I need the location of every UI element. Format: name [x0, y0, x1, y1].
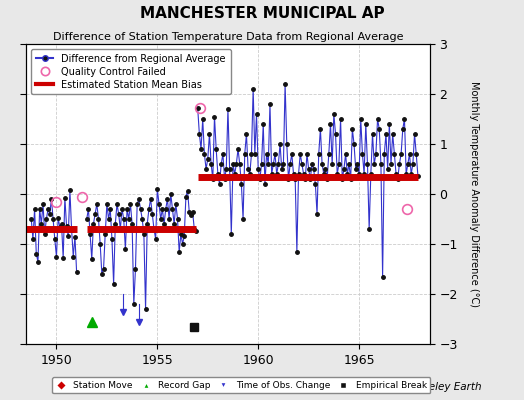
Text: MANCHESTER MUNICIPAL AP: MANCHESTER MUNICIPAL AP: [140, 6, 384, 21]
Text: Berkeley Earth: Berkeley Earth: [406, 382, 482, 392]
Legend: Station Move, Record Gap, Time of Obs. Change, Empirical Break: Station Move, Record Gap, Time of Obs. C…: [52, 377, 430, 394]
Title: Difference of Station Temperature Data from Regional Average: Difference of Station Temperature Data f…: [53, 32, 403, 42]
Legend: Difference from Regional Average, Quality Control Failed, Estimated Station Mean: Difference from Regional Average, Qualit…: [31, 49, 231, 94]
Y-axis label: Monthly Temperature Anomaly Difference (°C): Monthly Temperature Anomaly Difference (…: [469, 81, 479, 307]
